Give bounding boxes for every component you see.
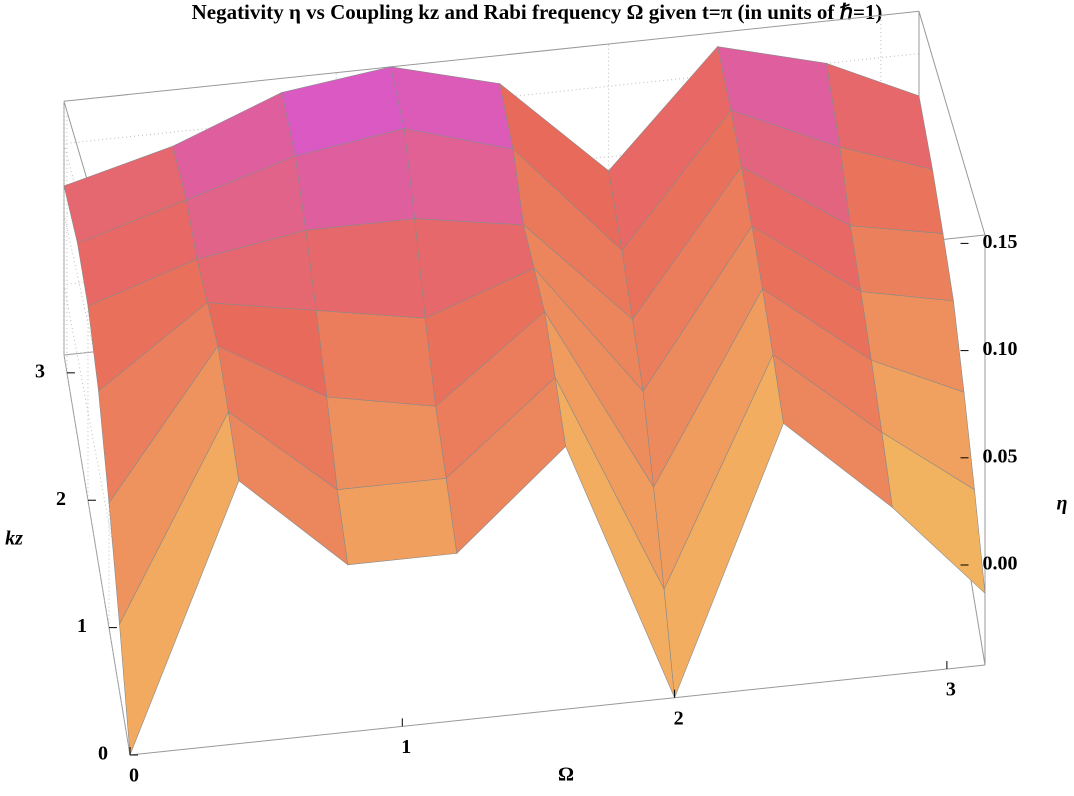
x-tick-label: 0 [129, 765, 139, 787]
surface-patch [336, 477, 458, 566]
z-tick-label: 0.10 [983, 338, 1018, 360]
x-tick-label: 1 [401, 736, 411, 758]
x-tick-label: 2 [674, 707, 684, 729]
box-edge [63, 354, 131, 756]
box-edge [918, 11, 986, 236]
x-axis-label: Ω [558, 764, 574, 786]
y-tick-label: 0 [98, 743, 108, 765]
y-tick-label: 1 [77, 615, 87, 637]
y-tick-label: 2 [56, 488, 66, 510]
chart-title: Negativity η vs Coupling kz and Rabi fre… [192, 0, 883, 24]
surface-patch [850, 225, 954, 302]
surface-patch [305, 218, 426, 319]
surface-patch [881, 431, 986, 595]
z-axis-label: η [1057, 493, 1068, 515]
z-tick-label: 0.00 [983, 553, 1018, 575]
box-edge [129, 664, 986, 756]
box-edge [63, 10, 920, 102]
labels: 0 1 2 3 0 1 2 3 0.00 0.05 0.10 0.15 [35, 231, 1018, 787]
surface-patch [326, 396, 447, 491]
surface-patch [315, 310, 437, 407]
y-axis-label: kz [5, 528, 23, 550]
z-tick-label: 0.15 [983, 231, 1018, 253]
y-tick-label: 3 [35, 360, 45, 382]
z-tick-label: 0.05 [983, 445, 1018, 467]
x-tick-label: 3 [946, 679, 956, 701]
surface [63, 45, 986, 756]
